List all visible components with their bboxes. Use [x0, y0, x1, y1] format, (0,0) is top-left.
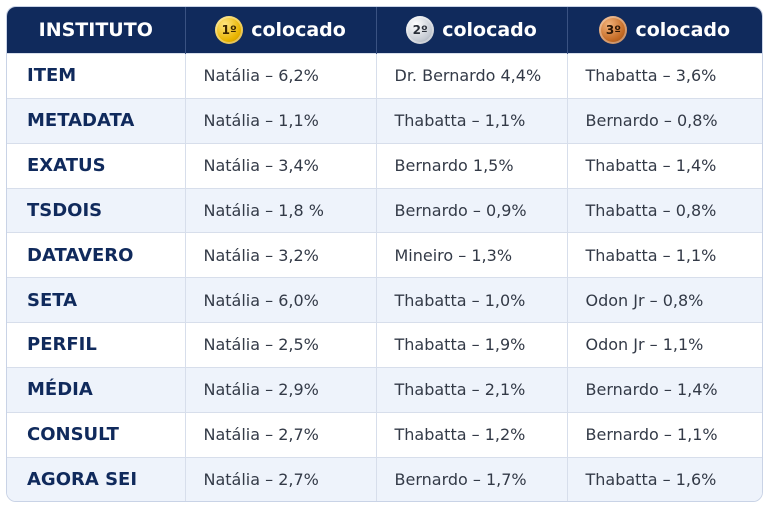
- institute-cell: CONSULT: [7, 411, 186, 458]
- third-place-cell: Thabatta – 3,6%: [567, 53, 762, 99]
- second-place-cell: Mineiro – 1,3%: [376, 232, 568, 278]
- table-header: INSTITUTO 1º colocado 2º colocado 3º: [7, 7, 762, 54]
- header-first-label: colocado: [251, 19, 346, 41]
- institute-cell: AGORA SEI: [7, 456, 186, 501]
- first-place-cell: Natália – 1,1%: [185, 97, 377, 144]
- first-place-cell: Natália – 2,5%: [185, 322, 377, 368]
- second-place-cell: Thabatta – 1,2%: [376, 411, 568, 458]
- institute-cell: PERFIL: [7, 322, 186, 368]
- second-place-cell: Thabatta – 1,1%: [376, 97, 568, 144]
- bronze-medal-icon: 3º: [599, 16, 628, 44]
- second-place-cell: Thabatta – 2,1%: [376, 366, 568, 413]
- third-place-cell: Bernardo – 1,1%: [567, 411, 762, 458]
- header-second-label: colocado: [442, 19, 537, 41]
- institute-cell: MÉDIA: [7, 366, 186, 413]
- second-place-cell: Bernardo – 0,9%: [376, 187, 568, 233]
- institute-cell: TSDOIS: [7, 187, 186, 233]
- institute-cell: DATAVERO: [7, 232, 186, 278]
- table-row: CONSULT Natália – 2,7% Thabatta – 1,2% Bern…: [7, 411, 762, 458]
- third-place-cell: Thabatta – 1,1%: [567, 232, 762, 278]
- first-place-cell: Natália – 3,4%: [185, 142, 377, 189]
- institute-cell: SETA: [7, 277, 186, 323]
- first-place-cell: Natália – 2,7%: [185, 456, 377, 501]
- ranking-table: INSTITUTO 1º colocado 2º colocado 3º: [7, 7, 762, 501]
- header-first-place: 1º colocado: [185, 7, 377, 54]
- table-row: MÉDIA Natália – 2,9% Thabatta – 2,1% Bernar…: [7, 366, 762, 413]
- header-third-label: colocado: [635, 19, 731, 41]
- institute-cell: METADATA: [7, 97, 186, 144]
- table-body: ITEM Natália – 6,2% Dr. Bernardo 4,4% Thaba…: [7, 53, 762, 501]
- table-row: EXATUS Natália – 3,4% Bernardo 1,5% Thabatt…: [7, 142, 762, 189]
- table-row: SETA Natália – 6,0% Thabatta – 1,0% Odon Jr…: [7, 277, 762, 323]
- second-place-cell: Thabatta – 1,9%: [376, 322, 568, 368]
- institute-cell: EXATUS: [7, 142, 186, 189]
- silver-medal-icon: 2º: [406, 16, 435, 44]
- header-institute: INSTITUTO: [7, 7, 186, 54]
- first-place-cell: Natália – 2,7%: [185, 411, 377, 458]
- third-place-cell: Thabatta – 1,6%: [567, 456, 762, 501]
- table-row: PERFIL Natália – 2,5% Thabatta – 1,9% Odon …: [7, 322, 762, 368]
- table-row: METADATA Natália – 1,1% Thabatta – 1,1% Ber…: [7, 97, 762, 144]
- third-place-cell: Thabatta – 0,8%: [567, 187, 762, 233]
- second-place-cell: Thabatta – 1,0%: [376, 277, 568, 323]
- first-place-cell: Natália – 1,8 %: [185, 187, 377, 233]
- third-place-cell: Bernardo – 1,4%: [567, 366, 762, 413]
- second-place-cell: Bernardo – 1,7%: [376, 456, 568, 501]
- third-place-cell: Odon Jr – 0,8%: [567, 277, 762, 323]
- first-place-cell: Natália – 2,9%: [185, 366, 377, 413]
- header-third-place: 3º colocado: [567, 7, 762, 54]
- table-row: ITEM Natália – 6,2% Dr. Bernardo 4,4% Thaba…: [7, 53, 762, 99]
- third-place-cell: Odon Jr – 1,1%: [567, 322, 762, 368]
- third-place-cell: Bernardo – 0,8%: [567, 97, 762, 144]
- first-place-cell: Natália – 6,0%: [185, 277, 377, 323]
- second-place-cell: Bernardo 1,5%: [376, 142, 568, 189]
- gold-medal-icon: 1º: [215, 16, 244, 44]
- second-place-cell: Dr. Bernardo 4,4%: [376, 53, 568, 99]
- ranking-table-frame: INSTITUTO 1º colocado 2º colocado 3º: [6, 6, 763, 502]
- table-row: AGORA SEI Natália – 2,7% Bernardo – 1,7% Th…: [7, 456, 762, 501]
- first-place-cell: Natália – 3,2%: [185, 232, 377, 278]
- first-place-cell: Natália – 6,2%: [185, 53, 377, 99]
- institute-cell: ITEM: [7, 53, 186, 99]
- table-row: TSDOIS Natália – 1,8 % Bernardo – 0,9% Thab…: [7, 187, 762, 233]
- table-row: DATAVERO Natália – 3,2% Mineiro – 1,3% Thab…: [7, 232, 762, 278]
- third-place-cell: Thabatta – 1,4%: [567, 142, 762, 189]
- header-row: INSTITUTO 1º colocado 2º colocado 3º: [7, 7, 762, 54]
- header-second-place: 2º colocado: [376, 7, 568, 54]
